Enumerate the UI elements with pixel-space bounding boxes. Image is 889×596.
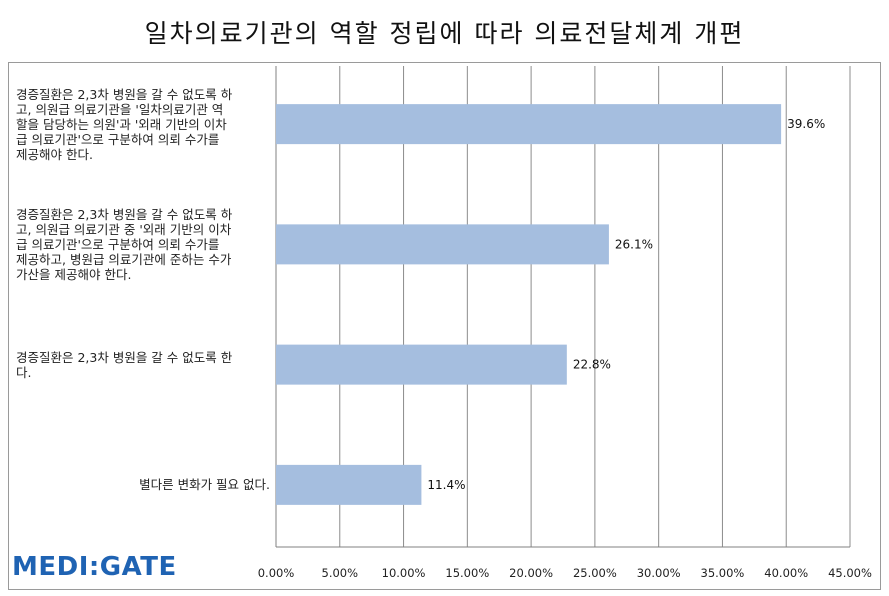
data-label: 39.6% <box>787 117 825 131</box>
x-tick-label: 0.00% <box>258 566 295 580</box>
bar <box>276 464 422 505</box>
category-label: 경증질환은 2,3차 병원을 갈 수 없도록 하 고, 의원급 의료기관을 '일… <box>16 86 233 162</box>
data-label: 11.4% <box>427 478 465 492</box>
category-label: 경증질환은 2,3차 병원을 갈 수 없도록 하 고, 의원급 의료기관 중 '… <box>16 206 233 282</box>
x-tick-label: 25.00% <box>573 566 617 580</box>
category-label: 별다른 변화가 필요 없다. <box>139 477 270 493</box>
x-tick-label: 30.00% <box>637 566 681 580</box>
x-tick-label: 10.00% <box>382 566 426 580</box>
data-label: 26.1% <box>615 237 653 251</box>
plot-frame <box>8 62 881 590</box>
x-tick-label: 15.00% <box>445 566 489 580</box>
bar <box>276 104 782 145</box>
x-tick-label: 5.00% <box>322 566 359 580</box>
bar <box>276 224 609 265</box>
x-tick-label: 20.00% <box>509 566 553 580</box>
data-label: 22.8% <box>573 358 611 372</box>
medigate-logo: MEDI:GATE <box>12 552 177 582</box>
chart-title: 일차의료기관의 역할 정립에 따라 의료전달체계 개편 <box>144 19 745 48</box>
x-tick-label: 40.00% <box>764 566 808 580</box>
category-label: 경증질환은 2,3차 병원을 갈 수 없도록 한 다. <box>16 349 233 380</box>
x-tick-label: 35.00% <box>701 566 745 580</box>
x-tick-label: 45.00% <box>828 566 872 580</box>
bar <box>276 344 567 385</box>
